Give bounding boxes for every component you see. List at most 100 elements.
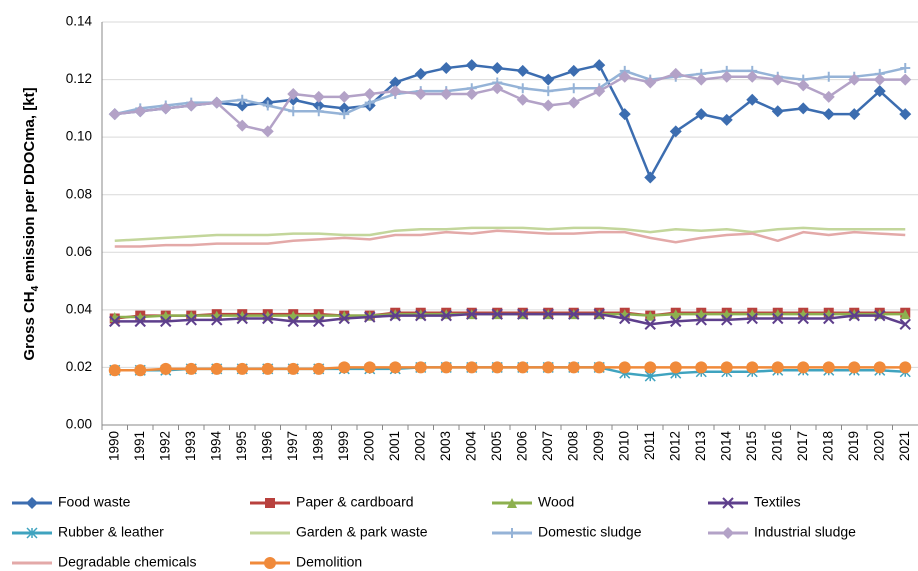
marker <box>185 99 198 112</box>
marker <box>567 64 580 77</box>
series-line <box>114 72 906 133</box>
marker <box>507 528 517 538</box>
marker <box>389 76 402 89</box>
marker <box>185 362 198 375</box>
legend-label: Garden & park waste <box>296 524 428 540</box>
x-tick-label: 1995 <box>234 431 249 461</box>
marker <box>313 315 325 328</box>
marker <box>822 90 835 103</box>
legend-item: Garden & park waste <box>250 524 428 540</box>
marker <box>746 312 758 325</box>
x-tick-label: 2014 <box>718 431 733 462</box>
legend-item: Domestic sludge <box>492 524 642 540</box>
marker <box>491 82 504 95</box>
marker <box>287 362 300 375</box>
marker <box>389 309 401 322</box>
y-title-part: Gross CH <box>21 291 38 360</box>
marker <box>695 108 708 121</box>
marker <box>108 364 121 377</box>
marker <box>134 364 147 377</box>
x-tick-label: 2006 <box>514 431 529 461</box>
x-tick-label: 1996 <box>259 431 274 461</box>
marker <box>542 361 555 374</box>
marker <box>507 498 517 508</box>
x-tick-label: 1998 <box>310 431 325 461</box>
y-tick-label: 0.08 <box>66 186 92 201</box>
marker <box>134 105 147 118</box>
marker <box>771 361 784 374</box>
marker <box>645 310 656 321</box>
y-tick-label: 0.04 <box>66 301 93 316</box>
x-tick-label: 2020 <box>871 431 886 461</box>
x-tick-label: 2002 <box>412 431 427 461</box>
marker <box>899 108 912 121</box>
marker <box>873 361 886 374</box>
marker <box>567 361 580 374</box>
marker <box>287 315 299 328</box>
marker <box>26 527 38 539</box>
marker <box>389 85 402 98</box>
marker <box>644 171 657 184</box>
x-tick-label: 2015 <box>744 431 759 461</box>
y-title-subscript: 4 <box>30 285 41 291</box>
x-tick-label: 2017 <box>795 431 810 461</box>
legend-item: Paper & cardboard <box>250 494 414 510</box>
marker <box>695 73 708 86</box>
marker <box>160 315 172 328</box>
marker <box>772 312 784 325</box>
x-tick-label: 1997 <box>285 431 300 461</box>
marker <box>236 119 249 132</box>
legend-label: Degradable chemicals <box>58 554 197 570</box>
x-tick-label: 2018 <box>820 431 835 461</box>
marker <box>363 87 376 100</box>
marker <box>516 361 529 374</box>
marker <box>746 93 759 106</box>
legend-item: Textiles <box>708 494 801 510</box>
marker <box>108 108 121 121</box>
marker <box>746 361 759 374</box>
marker <box>262 312 274 325</box>
marker <box>900 63 911 74</box>
legend-label: Wood <box>538 494 574 510</box>
marker <box>848 309 860 322</box>
marker <box>440 87 453 100</box>
marker <box>261 125 274 138</box>
marker <box>338 361 351 374</box>
marker <box>720 361 733 374</box>
marker <box>797 361 810 374</box>
x-tick-label: 2004 <box>463 431 478 462</box>
marker <box>517 308 529 320</box>
marker <box>516 64 529 77</box>
marker <box>618 70 631 83</box>
marker <box>313 106 324 117</box>
marker <box>312 90 325 103</box>
marker <box>823 71 834 82</box>
marker <box>262 100 273 111</box>
marker <box>695 361 708 374</box>
legend-label: Paper & cardboard <box>296 494 414 510</box>
legend-item: Rubber & leather <box>12 524 164 540</box>
marker <box>237 94 248 105</box>
legend-item: Industrial sludge <box>708 524 856 540</box>
marker <box>873 85 886 98</box>
marker <box>414 87 427 100</box>
x-tick-label: 2019 <box>846 431 861 461</box>
marker <box>568 83 579 94</box>
x-tick-label: 2001 <box>387 431 402 461</box>
marker <box>363 361 376 374</box>
y-tick-label: 0.02 <box>66 359 92 374</box>
marker <box>720 113 733 126</box>
marker <box>414 67 427 80</box>
y-tick-label: 0.12 <box>66 71 92 86</box>
marker <box>109 315 121 328</box>
marker <box>822 108 835 121</box>
marker <box>619 312 631 325</box>
marker <box>771 73 784 86</box>
marker <box>210 362 223 375</box>
x-tick-label: 2008 <box>565 431 580 461</box>
marker <box>312 362 325 375</box>
marker <box>899 73 912 86</box>
marker <box>644 361 657 374</box>
marker <box>822 361 835 374</box>
